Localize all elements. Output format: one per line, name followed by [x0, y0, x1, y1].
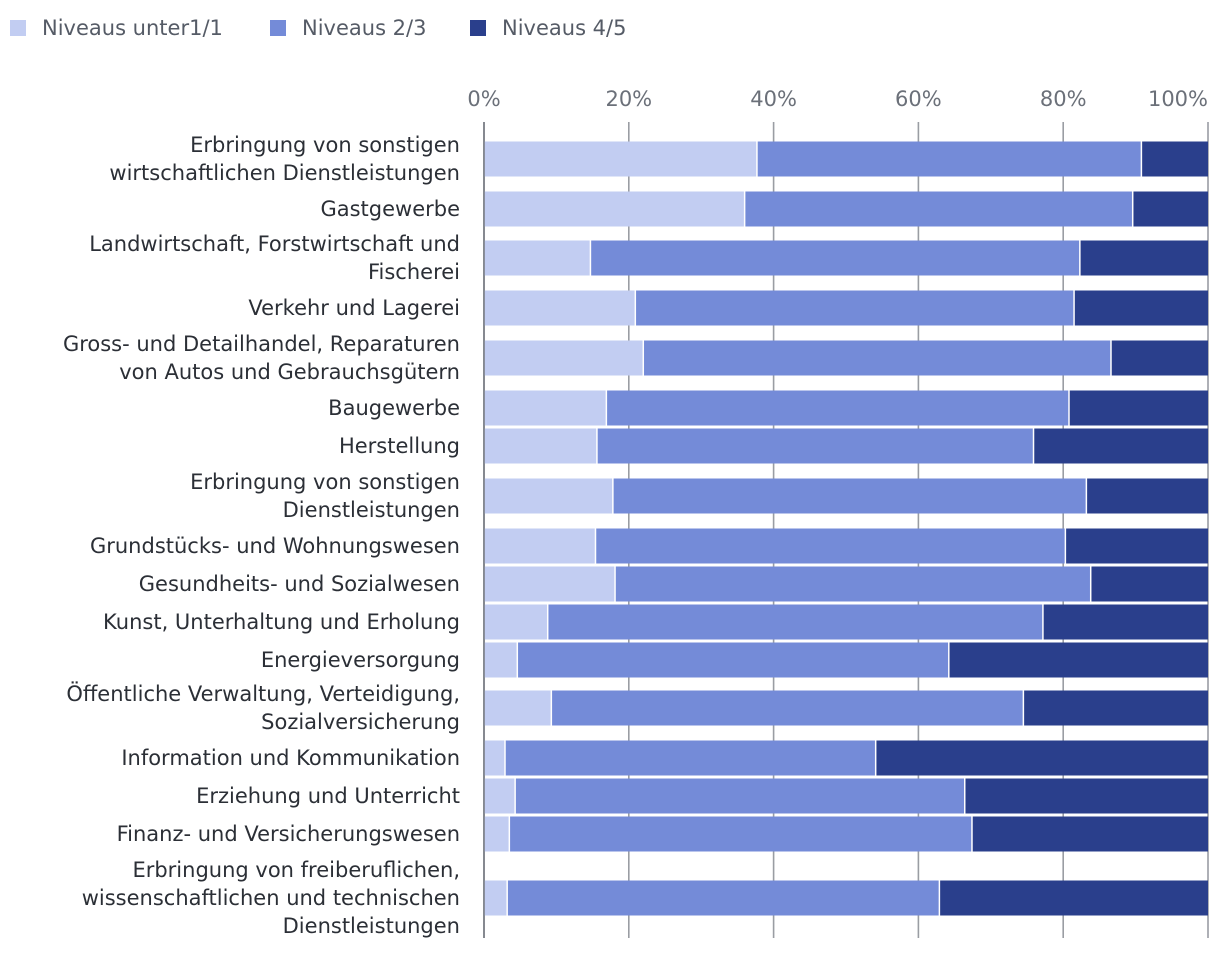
- bar-segment: [635, 290, 1075, 326]
- bar-segment: [1068, 390, 1208, 426]
- bars: [483, 122, 1208, 938]
- bar-segment: [1090, 566, 1208, 602]
- bar-segment: [612, 478, 1087, 514]
- category-label: Fischerei: [368, 260, 460, 284]
- category-label: Erbringung von freiberuflichen,: [132, 858, 460, 882]
- bar-segment: [484, 642, 518, 678]
- bar-segment: [484, 778, 516, 814]
- category-label: Gastgewerbe: [320, 197, 460, 221]
- bar-segment: [484, 428, 597, 464]
- bar-segment: [1110, 340, 1208, 376]
- bar-segment: [484, 191, 745, 227]
- category-label: Sozialversicherung: [261, 710, 460, 734]
- legend-swatch-2: [270, 20, 286, 36]
- bar-segment: [1086, 478, 1208, 514]
- bar-segment: [484, 604, 548, 640]
- category-label: Information und Kommunikation: [121, 746, 460, 770]
- bar-segment: [756, 141, 1142, 177]
- bar-segment: [484, 290, 636, 326]
- bar-segment: [484, 240, 591, 276]
- bar-segment: [643, 340, 1111, 376]
- bar-segment: [484, 141, 757, 177]
- bar-segment: [509, 816, 972, 852]
- category-label: Erbringung von sonstigen: [190, 470, 460, 494]
- x-tick-label: 0%: [467, 87, 500, 111]
- bar-segment: [1079, 240, 1208, 276]
- category-label: Grundstücks- und Wohnungswesen: [90, 534, 460, 558]
- category-label: Kunst, Unterhaltung und Erholung: [103, 610, 460, 634]
- bar-segment: [1074, 290, 1208, 326]
- bar-segment: [484, 566, 616, 602]
- bar-segment: [515, 778, 965, 814]
- legend-label-1: Niveaus unter1/1: [42, 16, 223, 40]
- bar-segment: [507, 880, 940, 916]
- bar-segment: [484, 390, 607, 426]
- bar-segment: [551, 690, 1024, 726]
- bar-segment: [547, 604, 1043, 640]
- bar-segment: [964, 778, 1208, 814]
- legend-swatch-1: [10, 20, 26, 36]
- bar-segment: [971, 816, 1208, 852]
- category-label: Finanz- und Versicherungswesen: [117, 822, 460, 846]
- bar-segment: [615, 566, 1091, 602]
- category-label: Erziehung und Unterricht: [196, 784, 460, 808]
- bar-segment: [875, 740, 1208, 776]
- bar-segment: [744, 191, 1133, 227]
- category-label: Gesundheits- und Sozialwesen: [139, 572, 460, 596]
- bar-segment: [596, 428, 1034, 464]
- bar-segment: [948, 642, 1208, 678]
- bar-segment: [484, 880, 508, 916]
- category-label: Landwirtschaft, Forstwirtschaft und: [89, 232, 460, 256]
- bar-segment: [595, 528, 1066, 564]
- bar-segment: [484, 816, 510, 852]
- category-label: Baugewerbe: [328, 396, 460, 420]
- category-label: Energieversorgung: [261, 648, 460, 672]
- bar-segment: [590, 240, 1080, 276]
- x-tick-label: 40%: [750, 87, 797, 111]
- bar-segment: [484, 740, 505, 776]
- bar-segment: [606, 390, 1069, 426]
- legend: Niveaus unter1/1 Niveaus 2/3 Niveaus 4/5: [10, 16, 626, 40]
- x-tick-label: 60%: [895, 87, 942, 111]
- x-tick-label: 20%: [605, 87, 652, 111]
- bar-segment: [1065, 528, 1208, 564]
- bar-segment: [939, 880, 1208, 916]
- bar-segment: [484, 340, 644, 376]
- category-label: Erbringung von sonstigen: [190, 133, 460, 157]
- category-label: Öffentliche Verwaltung, Verteidigung,: [66, 681, 460, 706]
- category-label: Dienstleistungen: [283, 498, 460, 522]
- category-label: wissenschaftlichen und technischen: [82, 886, 460, 910]
- category-label: Herstellung: [339, 434, 460, 458]
- legend-swatch-3: [470, 20, 486, 36]
- bar-segment: [517, 642, 949, 678]
- bar-segment: [484, 690, 552, 726]
- bar-segment: [484, 528, 596, 564]
- x-tick-label: 100%: [1148, 87, 1208, 111]
- x-tick-label: 80%: [1040, 87, 1087, 111]
- category-labels: Erbringung von sonstigen wirtschaftlichen…: [63, 133, 460, 938]
- bar-segment: [1132, 191, 1208, 227]
- legend-label-2: Niveaus 2/3: [302, 16, 426, 40]
- bar-segment: [1033, 428, 1208, 464]
- bar-segment: [504, 740, 876, 776]
- bar-segment: [1042, 604, 1208, 640]
- category-label: von Autos und Gebrauchsgütern: [119, 360, 460, 384]
- category-label: wirtschaftlichen Dienstleistungen: [109, 161, 460, 185]
- bar-segment: [1023, 690, 1208, 726]
- bar-segment: [1141, 141, 1208, 177]
- category-label: Gross- und Detailhandel, Reparaturen: [63, 332, 460, 356]
- category-label: Verkehr und Lagerei: [248, 296, 460, 320]
- bar-segment: [484, 478, 613, 514]
- category-label: Dienstleistungen: [283, 914, 460, 938]
- legend-label-3: Niveaus 4/5: [502, 16, 626, 40]
